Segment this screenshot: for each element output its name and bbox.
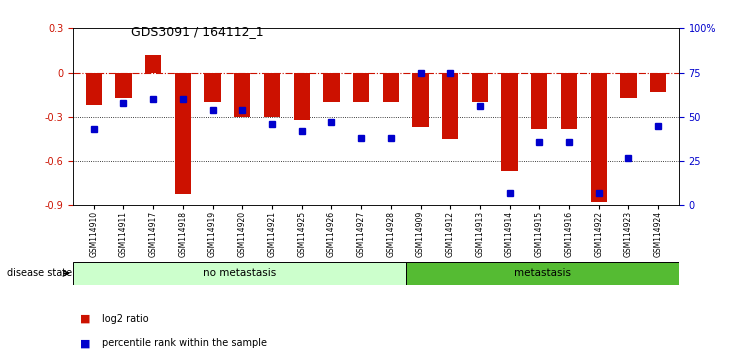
Text: ■: ■ [80,338,91,348]
Bar [406,262,679,285]
Bar [591,73,607,202]
Bar [73,262,406,285]
Bar [85,73,102,105]
Bar [174,73,191,194]
Bar [323,73,339,102]
Text: no metastasis: no metastasis [203,268,276,279]
Bar [561,73,577,129]
Bar [502,73,518,171]
Bar [650,73,666,92]
Bar [620,73,637,98]
Bar [264,73,280,117]
Text: metastasis: metastasis [514,268,571,279]
Text: GDS3091 / 164112_1: GDS3091 / 164112_1 [131,25,264,38]
Bar [115,73,131,98]
Bar [472,73,488,102]
Bar [204,73,220,102]
Text: disease state: disease state [7,268,72,278]
Bar [234,73,250,117]
Bar [353,73,369,102]
Bar [145,55,161,73]
Bar [442,73,458,139]
Bar [293,73,310,120]
Bar [412,73,429,127]
Text: log2 ratio: log2 ratio [102,314,149,324]
Text: ■: ■ [80,314,91,324]
Text: percentile rank within the sample: percentile rank within the sample [102,338,267,348]
Bar [531,73,548,129]
Bar [383,73,399,102]
